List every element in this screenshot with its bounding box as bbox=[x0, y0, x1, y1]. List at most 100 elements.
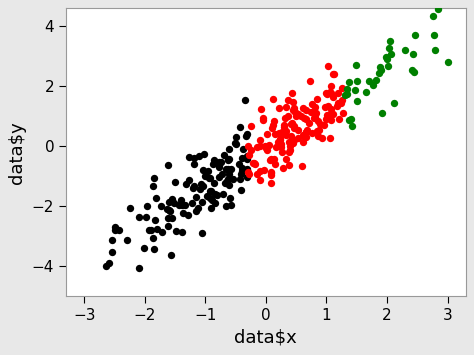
Point bbox=[283, 104, 290, 110]
Point bbox=[168, 215, 176, 220]
Point bbox=[103, 263, 110, 269]
Point bbox=[190, 161, 197, 166]
Point bbox=[179, 203, 186, 208]
Point bbox=[215, 159, 222, 165]
Point bbox=[435, 6, 442, 11]
Point bbox=[324, 63, 332, 69]
Point bbox=[150, 175, 157, 181]
Point bbox=[209, 197, 216, 203]
Point bbox=[329, 94, 337, 100]
Point bbox=[208, 189, 215, 194]
Point bbox=[245, 171, 252, 177]
Point bbox=[168, 252, 175, 258]
Point bbox=[311, 104, 319, 110]
Point bbox=[238, 155, 246, 161]
Point bbox=[322, 90, 329, 96]
Point bbox=[135, 214, 143, 220]
Point bbox=[410, 69, 418, 74]
Point bbox=[287, 133, 294, 139]
Point bbox=[334, 91, 342, 96]
Point bbox=[282, 132, 289, 138]
Point bbox=[373, 77, 380, 83]
Point bbox=[239, 146, 246, 152]
Point bbox=[338, 85, 346, 91]
Point bbox=[352, 62, 360, 68]
Point bbox=[313, 96, 320, 102]
Point bbox=[277, 136, 284, 142]
Point bbox=[302, 129, 310, 135]
Point bbox=[238, 169, 246, 174]
Point bbox=[185, 154, 193, 160]
Point bbox=[278, 144, 285, 150]
Point bbox=[274, 140, 282, 145]
Point bbox=[300, 140, 307, 145]
Point bbox=[215, 174, 222, 180]
Point bbox=[109, 237, 116, 243]
Point bbox=[221, 180, 229, 186]
Point bbox=[227, 166, 235, 172]
Point bbox=[291, 123, 298, 129]
Point bbox=[136, 265, 143, 271]
Point bbox=[347, 116, 355, 121]
Point bbox=[290, 107, 298, 113]
Point bbox=[149, 184, 156, 189]
Point bbox=[182, 202, 189, 207]
Point bbox=[329, 111, 337, 117]
Point bbox=[201, 173, 209, 179]
Point bbox=[196, 186, 204, 192]
Point bbox=[154, 226, 161, 232]
Point bbox=[205, 175, 213, 181]
Point bbox=[226, 146, 233, 151]
Point bbox=[290, 105, 298, 111]
Point bbox=[302, 134, 310, 140]
Point bbox=[164, 215, 172, 220]
Point bbox=[429, 13, 437, 19]
Point bbox=[151, 246, 158, 252]
Point bbox=[140, 245, 147, 251]
Point bbox=[256, 177, 264, 182]
Point bbox=[310, 116, 318, 121]
Point bbox=[198, 181, 205, 187]
Point bbox=[225, 182, 233, 188]
Point bbox=[123, 237, 131, 243]
Point bbox=[206, 188, 214, 193]
Point bbox=[401, 47, 409, 53]
Point bbox=[300, 105, 307, 111]
Point bbox=[256, 143, 264, 148]
Point bbox=[276, 105, 283, 111]
Point bbox=[232, 141, 239, 146]
Point bbox=[289, 99, 297, 105]
Point bbox=[244, 175, 251, 180]
Point bbox=[241, 97, 249, 103]
Point bbox=[299, 163, 306, 169]
Point bbox=[327, 90, 334, 95]
Point bbox=[267, 158, 274, 163]
Point bbox=[195, 153, 203, 159]
Point bbox=[147, 227, 155, 233]
Point bbox=[259, 117, 267, 123]
Point bbox=[251, 162, 259, 167]
Y-axis label: data$y: data$y bbox=[9, 121, 27, 184]
Point bbox=[166, 208, 173, 214]
Point bbox=[378, 110, 386, 116]
Point bbox=[334, 100, 342, 106]
Point bbox=[303, 127, 311, 133]
Point bbox=[242, 133, 250, 138]
Point bbox=[143, 214, 150, 220]
Point bbox=[289, 140, 297, 146]
Point bbox=[238, 165, 246, 170]
Point bbox=[189, 185, 197, 191]
Point bbox=[320, 122, 328, 128]
Point bbox=[297, 113, 305, 119]
Point bbox=[288, 90, 295, 96]
Point bbox=[224, 166, 231, 172]
Point bbox=[56, 234, 64, 240]
Point bbox=[188, 201, 196, 206]
Point bbox=[247, 123, 255, 129]
Point bbox=[263, 132, 271, 137]
Point bbox=[7, 291, 15, 296]
Point bbox=[383, 56, 391, 61]
Point bbox=[326, 136, 334, 141]
Point bbox=[168, 196, 175, 202]
Point bbox=[164, 223, 172, 229]
